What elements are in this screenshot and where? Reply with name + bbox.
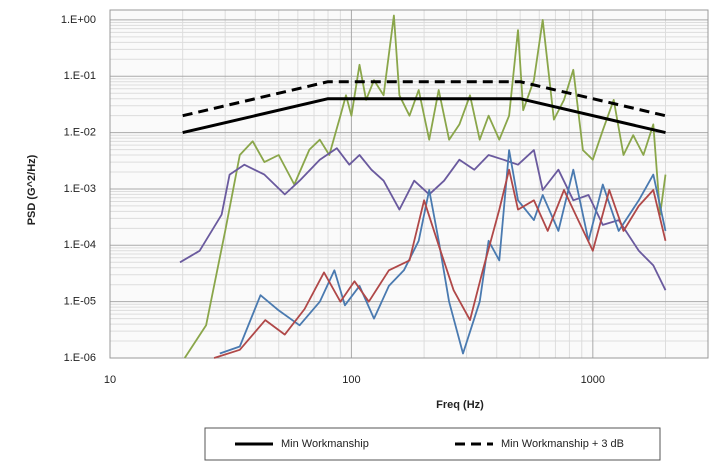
- y-tick-label: 1.E+00: [61, 14, 96, 26]
- y-tick-label: 1.E-02: [64, 127, 96, 139]
- x-tick-label: 1000: [581, 374, 605, 386]
- series-line: [182, 97, 666, 135]
- legend-label: Min Workmanship + 3 dB: [501, 438, 624, 450]
- legend-label: Min Workmanship: [281, 438, 369, 450]
- series-line: [183, 14, 667, 359]
- series-line: [213, 168, 667, 359]
- y-axis-label: PSD (G^2/Hz): [26, 154, 38, 225]
- y-tick-label: 1.E-03: [64, 183, 96, 195]
- y-tick-label: 1.E-01: [64, 70, 96, 82]
- legend: Min Workmanship Min Workmanship + 3 dB: [235, 438, 624, 450]
- lines: [179, 14, 667, 359]
- x-tick-label: 10: [104, 374, 116, 386]
- legend-box: [204, 427, 661, 461]
- x-axis-label: Freq (Hz): [436, 399, 484, 411]
- y-tick-label: 1.E-05: [64, 296, 96, 308]
- y-tick-label: 1.E-04: [64, 239, 96, 251]
- plot-border: [109, 9, 709, 359]
- plot-area: [110, 10, 708, 358]
- y-tick-label: 1.E-06: [64, 352, 96, 364]
- x-tick-label: 100: [342, 374, 360, 386]
- series-line: [219, 149, 667, 355]
- series-line: [182, 80, 666, 118]
